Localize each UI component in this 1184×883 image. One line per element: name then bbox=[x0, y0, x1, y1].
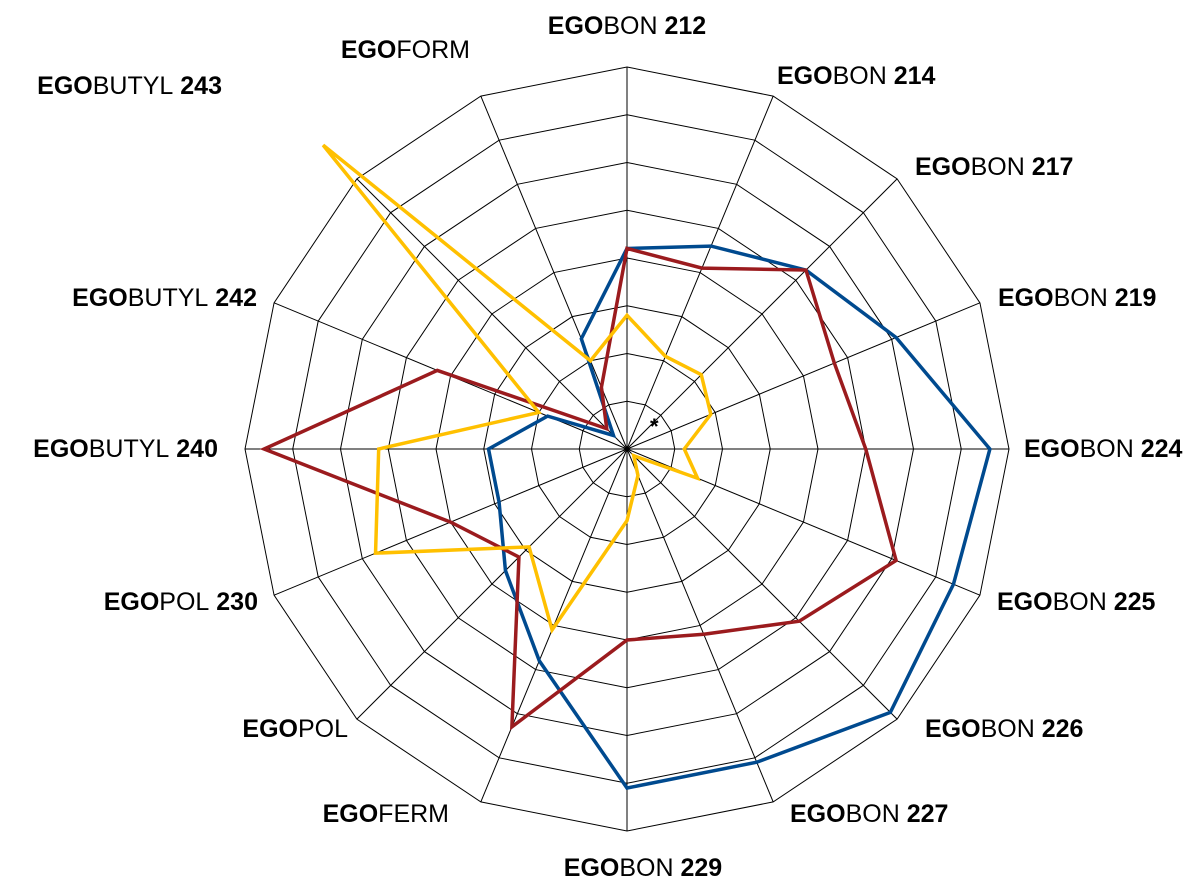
axis-label-prefix: EGO bbox=[72, 284, 128, 312]
axis-label-number: 224 bbox=[1134, 435, 1183, 463]
axis-label-0: EGOBON 212 bbox=[548, 12, 706, 40]
radar-grid bbox=[244, 66, 1010, 832]
axis-label-prefix: EGO bbox=[33, 435, 89, 463]
axis-spoke-10 bbox=[356, 448, 628, 720]
axis-label-prefix: EGO bbox=[998, 284, 1054, 312]
axis-spoke-6 bbox=[626, 448, 898, 720]
series-1-line bbox=[486, 244, 992, 790]
axis-label-prefix: EGO bbox=[548, 12, 604, 40]
axis-label-2: EGOBON 217 bbox=[915, 153, 1073, 181]
axis-label-name: POL bbox=[298, 715, 348, 743]
axis-label-name: BON bbox=[1054, 284, 1108, 312]
axis-label-name: BON bbox=[1080, 435, 1134, 463]
axis-label-prefix: EGO bbox=[925, 715, 981, 743]
radar-series bbox=[259, 143, 992, 790]
axis-label-name: BUTYL bbox=[93, 72, 174, 100]
axis-label-7: EGOBON 227 bbox=[790, 800, 948, 828]
axis-label-number: 227 bbox=[900, 800, 949, 828]
axis-label-name: BON bbox=[1053, 588, 1107, 616]
axis-label-prefix: EGO bbox=[915, 153, 971, 181]
axis-label-name: BON bbox=[971, 153, 1025, 181]
axis-label-12: EGOBUTYL 240 bbox=[33, 435, 218, 463]
axis-label-name: BUTYL bbox=[89, 435, 170, 463]
axis-spoke-2 bbox=[626, 178, 898, 450]
axis-label-prefix: EGO bbox=[37, 72, 93, 100]
axis-label-11: EGOPOL 230 bbox=[104, 588, 258, 616]
axis-label-number: 243 bbox=[173, 72, 222, 100]
axis-label-number: 229 bbox=[674, 854, 723, 882]
axis-label-prefix: EGO bbox=[1024, 435, 1080, 463]
axis-spoke-3 bbox=[626, 302, 981, 450]
axis-label-3: EGOBON 219 bbox=[998, 284, 1156, 312]
axis-label-number: 230 bbox=[209, 588, 258, 616]
axis-label-4: EGOBON 224 bbox=[1024, 435, 1183, 463]
axis-label-9: EGOFERM bbox=[323, 800, 449, 828]
axis-label-1: EGOBON 214 bbox=[777, 62, 936, 90]
axis-spoke-1 bbox=[626, 95, 774, 450]
axis-label-name: BON bbox=[619, 854, 673, 882]
axis-label-name: FORM bbox=[396, 36, 470, 64]
axis-label-prefix: EGO bbox=[104, 588, 160, 616]
axis-spoke-14 bbox=[356, 178, 628, 450]
axis-label-number: 217 bbox=[1025, 153, 1074, 181]
axis-label-name: POL bbox=[159, 588, 209, 616]
series-2-line bbox=[259, 246, 899, 731]
axis-label-prefix: EGO bbox=[790, 800, 846, 828]
axis-label-number: 226 bbox=[1035, 715, 1084, 743]
axis-label-number: 242 bbox=[208, 284, 257, 312]
axis-label-number: 219 bbox=[1108, 284, 1157, 312]
axis-label-number: 240 bbox=[169, 435, 218, 463]
axis-label-6: EGOBON 226 bbox=[925, 715, 1083, 743]
axis-label-13: EGOBUTYL 242 bbox=[72, 284, 257, 312]
axis-label-prefix: EGO bbox=[777, 62, 833, 90]
axis-label-name: FERM bbox=[378, 800, 449, 828]
axis-label-name: BON bbox=[603, 12, 657, 40]
axis-label-number: 214 bbox=[887, 62, 936, 90]
axis-label-number: 212 bbox=[658, 12, 707, 40]
axis-label-prefix: EGO bbox=[242, 715, 298, 743]
center-marker: * bbox=[650, 414, 659, 439]
axis-label-prefix: EGO bbox=[997, 588, 1053, 616]
axis-label-14: EGOBUTYL 243 bbox=[37, 72, 222, 100]
axis-label-name: BON bbox=[846, 800, 900, 828]
axis-spoke-15 bbox=[480, 95, 628, 450]
axis-label-8: EGOBON 229 bbox=[564, 854, 722, 882]
axis-label-number: 225 bbox=[1107, 588, 1156, 616]
axis-label-prefix: EGO bbox=[323, 800, 379, 828]
axis-label-name: BUTYL bbox=[128, 284, 209, 312]
axis-spoke-7 bbox=[626, 448, 774, 803]
axis-label-name: BON bbox=[833, 62, 887, 90]
axis-label-name: BON bbox=[981, 715, 1035, 743]
axis-label-prefix: EGO bbox=[564, 854, 620, 882]
axis-label-15: EGOFORM bbox=[341, 36, 470, 64]
axis-label-prefix: EGO bbox=[341, 36, 397, 64]
axis-label-10: EGOPOL bbox=[242, 715, 348, 743]
axis-label-5: EGOBON 225 bbox=[997, 588, 1156, 616]
series-3-line bbox=[321, 143, 713, 634]
